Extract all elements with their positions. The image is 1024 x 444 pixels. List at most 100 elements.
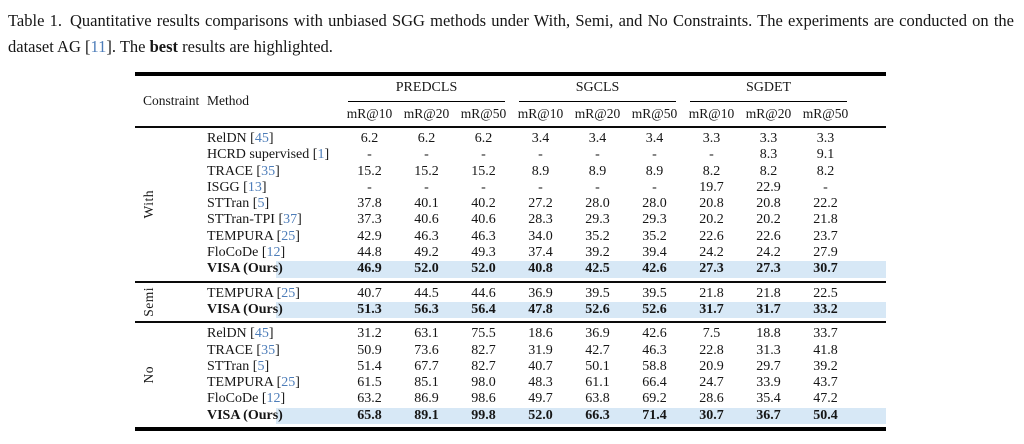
method-citation: [45] [246, 131, 274, 146]
value-cell: 73.6 [414, 342, 439, 358]
value-cell: 50.4 [813, 407, 838, 423]
value-cell: 3.4 [645, 131, 664, 146]
table-row: RelDN [45] 31.2 63.1 75.5 18.6 36.9 42.6 7.5 18… [200, 326, 886, 342]
constraint-cell: No [135, 323, 200, 427]
value-cell: 66.4 [642, 375, 667, 391]
citation-number: 45 [254, 326, 269, 342]
citation-number: 37 [283, 212, 298, 228]
value-cell: 15.2 [357, 163, 382, 179]
value-cell: 40.6 [471, 212, 496, 228]
method-cell: FloCoDe [12] [200, 391, 341, 407]
value-cell: 8.9 [531, 163, 550, 179]
method-cell: TEMPURA [25] [200, 286, 341, 302]
value-cell: 24.2 [756, 245, 781, 261]
method-name: RelDN [207, 326, 247, 342]
value-cell: 49.7 [528, 391, 553, 407]
value-cell: 39.4 [642, 245, 667, 261]
value-cell: 37.3 [357, 212, 382, 228]
value-cell: 40.8 [528, 261, 553, 277]
method-name: STTran [207, 196, 250, 212]
value-cell: 49.2 [414, 245, 439, 261]
method-cell: RelDN [45] [200, 131, 341, 147]
metric-row: mR@10 mR@20 mR@50 mR@10 mR@20 mR@50 mR@10 mR@20… [341, 102, 854, 126]
table-row: STTran [5] 37.8 40.1 40.2 27.2 28.0 28.0 20.8 2… [200, 196, 886, 212]
value-cell: 51.4 [357, 358, 382, 374]
value-cell: - [367, 147, 372, 163]
value-cell: 44.5 [414, 285, 439, 301]
method-cell: TRACE [35] [200, 343, 341, 359]
value-cell: 65.8 [357, 407, 382, 423]
metric-header: mR@10 [688, 106, 735, 121]
value-cell: 36.7 [756, 407, 781, 423]
value-cell: - [424, 147, 429, 163]
value-cell: 89.1 [414, 407, 439, 423]
method-cell: ISGG [13] [200, 180, 341, 196]
value-cell: 22.9 [756, 179, 781, 195]
group-separator-rule [135, 280, 886, 283]
citation-number: 25 [281, 228, 296, 244]
citation-number: 13 [247, 179, 262, 195]
task-group-header: SGDET [690, 76, 847, 102]
value-cell: 46.9 [357, 261, 382, 277]
value-cell: 44.6 [471, 285, 496, 301]
caption-text-mid: . The [111, 37, 146, 56]
value-cell: 29.7 [756, 358, 781, 374]
method-name: TRACE [207, 163, 253, 179]
value-cell: 61.1 [585, 375, 610, 391]
constraint-group: No RelDN [45] 31.2 63.1 75.5 18.6 36.9 42.6 7.… [135, 323, 886, 427]
value-cell: 40.1 [414, 196, 439, 212]
method-cell: TEMPURA [25] [200, 375, 341, 391]
caption-bold-word: best [149, 37, 179, 56]
value-cell: 47.2 [813, 391, 838, 407]
table-row: STTran-TPI [37] 37.3 40.6 40.6 28.3 29.3 29.3… [200, 212, 886, 228]
method-name: FloCoDe [207, 391, 259, 407]
table-row: FloCoDe [12] 63.2 86.9 98.6 49.7 63.8 69.2 28.… [200, 391, 886, 407]
method-name: STTran [207, 358, 250, 374]
table-caption: Table 1. Quantitative results comparisons… [8, 8, 1014, 60]
method-cell: HCRD supervised [1] [200, 147, 341, 163]
value-cell: 42.6 [642, 326, 667, 342]
value-cell: 46.3 [414, 228, 439, 244]
table-row: FloCoDe [12] 44.8 49.2 49.3 37.4 39.2 39.4 24.… [200, 245, 886, 261]
table-row: TEMPURA [25] 61.5 85.1 98.0 48.3 61.1 66.4 24.… [200, 375, 886, 391]
value-cell: 39.2 [585, 245, 610, 261]
method-citation: [35] [252, 163, 280, 179]
method-name: TRACE [207, 342, 253, 358]
value-cell: 22.6 [756, 228, 781, 244]
method-citation: [12] [258, 391, 286, 407]
value-cell: 20.8 [756, 196, 781, 212]
group-rows: RelDN [45] 31.2 63.1 75.5 18.6 36.9 42.6 7.5 18… [200, 323, 886, 427]
value-cell: - [595, 179, 600, 195]
method-citation: [25] [273, 375, 300, 391]
method-cell: RelDN [45] [200, 326, 341, 342]
table-row: TEMPURA [25] 42.9 46.3 46.3 34.0 35.2 35.2 22.… [200, 229, 886, 245]
citation-number: 45 [254, 131, 269, 146]
value-cell: 20.8 [699, 196, 724, 212]
value-cell: 31.9 [528, 342, 553, 358]
value-cell: 63.2 [357, 391, 382, 407]
value-cell: 98.6 [471, 391, 496, 407]
table-body: With RelDN [45] 6.2 6.2 6.2 3.4 3.4 3.4 3.3 3.3… [135, 128, 886, 427]
value-cell: 52.0 [471, 261, 496, 277]
constraint-label: Semi [141, 287, 156, 317]
table-row: VISA (Ours) 46.9 52.0 52.0 40.8 42.5 42.6 27.3… [200, 261, 886, 278]
value-cell: 19.7 [699, 179, 724, 195]
constraint-cell: Semi [135, 283, 200, 322]
caption-citation: [11] [84, 37, 112, 56]
citation-number: 12 [266, 245, 281, 261]
value-cell: 9.1 [816, 147, 835, 163]
value-cell: 8.2 [759, 163, 778, 179]
table-top-rule [135, 72, 886, 76]
value-cell: 40.2 [471, 196, 496, 212]
constraint-label: No [141, 366, 156, 384]
value-cell: 58.8 [642, 358, 667, 374]
value-cell: 20.2 [756, 212, 781, 228]
value-cell: 24.2 [699, 245, 724, 261]
value-cell: 3.4 [588, 131, 607, 146]
method-citation: [25] [273, 285, 300, 301]
value-cell: 27.3 [699, 261, 724, 277]
value-cell: 52.0 [414, 261, 439, 277]
value-cell: 37.8 [357, 196, 382, 212]
value-cell: 75.5 [471, 326, 496, 342]
value-cell: 18.8 [756, 326, 781, 342]
